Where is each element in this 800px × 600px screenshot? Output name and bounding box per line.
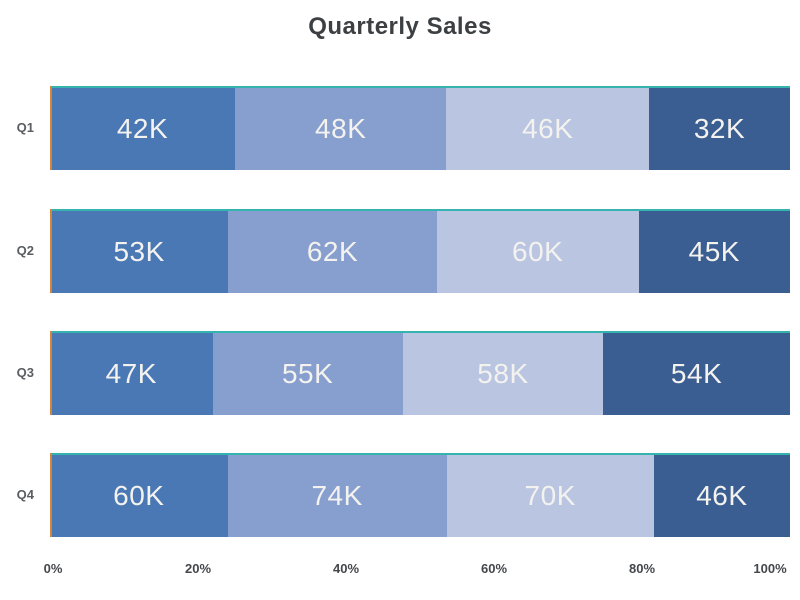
bar-value-label: 42K	[116, 113, 169, 144]
bar-segment: 54K	[603, 333, 790, 415]
bar-value-label: 53K	[113, 236, 165, 267]
bar-value-label: 62K	[306, 236, 359, 267]
bar-segment: 62K	[228, 211, 437, 293]
bar-value-label: 47K	[105, 358, 157, 389]
bar-segment: 46K	[653, 455, 790, 537]
x-tick-label: 80%	[628, 561, 656, 576]
bar-value-label: 32K	[693, 113, 746, 144]
bar-segment: 53K	[50, 211, 229, 293]
x-tick-label: 100%	[753, 561, 787, 576]
category-label: Q3	[16, 365, 34, 380]
bar-value-label: 45K	[688, 236, 740, 267]
y-axis-line	[50, 209, 52, 293]
bar-value-label: 70K	[524, 480, 576, 511]
bar-value-label: 60K	[512, 236, 564, 267]
x-tick-label: 60%	[480, 561, 508, 576]
bar-segment: 55K	[212, 333, 403, 415]
bar-segment: 60K	[50, 455, 228, 537]
bar-row: 53K 62K 60K 45K	[50, 209, 790, 293]
category-label: Q2	[16, 243, 34, 258]
bar-segment: 70K	[446, 455, 654, 537]
bar-value-label: 46K	[522, 113, 574, 144]
bar-value-label: 54K	[670, 358, 723, 389]
bar-segment: 60K	[436, 211, 639, 293]
x-tick-label: 0%	[43, 561, 63, 576]
bar-segment: 74K	[227, 455, 447, 537]
bar-row: 42K 48K 46K 32K	[50, 86, 790, 170]
x-tick-label: 20%	[184, 561, 212, 576]
bar-value-label: 46K	[696, 480, 748, 511]
bar-row: 47K 55K 58K 54K	[50, 331, 790, 415]
bar-value-label: 58K	[477, 358, 529, 389]
y-axis-line	[50, 86, 52, 170]
bar-value-label: 74K	[311, 480, 363, 511]
chart-title: Quarterly Sales	[308, 13, 492, 40]
y-axis-line	[50, 453, 52, 537]
bar-value-label: 55K	[281, 358, 334, 389]
bar-segment: 47K	[50, 333, 213, 415]
bar-row: 60K 74K 70K 46K	[50, 453, 790, 537]
category-label: Q1	[16, 120, 34, 135]
bar-segment: 32K	[649, 88, 790, 170]
x-tick-label: 40%	[332, 561, 360, 576]
bar-segment: 58K	[402, 333, 604, 415]
bar-segment: 45K	[638, 211, 790, 293]
category-label: Q4	[16, 487, 34, 502]
bar-segment: 42K	[50, 88, 235, 170]
y-axis-line	[50, 331, 52, 415]
bar-value-label: 60K	[113, 480, 165, 511]
bar-segment: 46K	[446, 88, 650, 170]
bar-segment: 48K	[235, 88, 447, 170]
bar-value-label: 48K	[315, 113, 367, 144]
